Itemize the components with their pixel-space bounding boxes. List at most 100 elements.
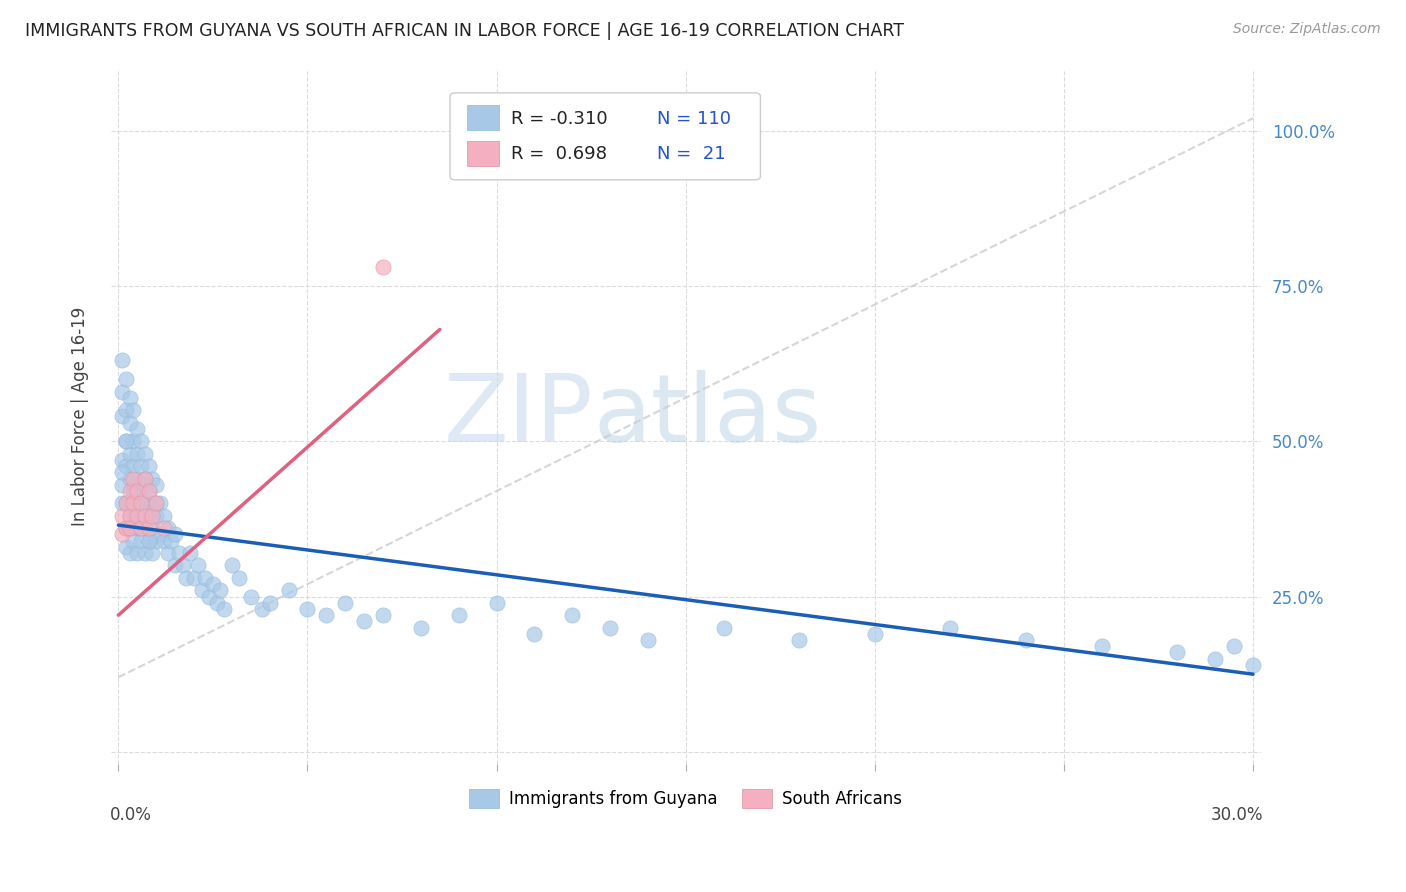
Point <box>127 546 149 560</box>
Point <box>118 508 141 523</box>
Point <box>787 633 810 648</box>
Point <box>485 596 508 610</box>
Point <box>277 583 299 598</box>
Text: IMMIGRANTS FROM GUYANA VS SOUTH AFRICAN IN LABOR FORCE | AGE 16-19 CORRELATION C: IMMIGRANTS FROM GUYANA VS SOUTH AFRICAN … <box>25 22 904 40</box>
Point <box>118 521 141 535</box>
Point <box>118 508 141 523</box>
Point <box>138 459 160 474</box>
Point <box>111 477 134 491</box>
Point <box>138 483 160 498</box>
Point <box>1204 651 1226 665</box>
Point <box>145 508 167 523</box>
Point <box>1015 633 1038 648</box>
Point <box>145 496 167 510</box>
Point <box>152 521 174 535</box>
Point <box>198 590 221 604</box>
Point <box>167 546 190 560</box>
Point <box>115 403 138 417</box>
Point <box>111 508 134 523</box>
Point <box>115 521 138 535</box>
Point <box>115 496 138 510</box>
Point <box>179 546 201 560</box>
Y-axis label: In Labor Force | Age 16-19: In Labor Force | Age 16-19 <box>72 307 89 526</box>
Point <box>134 546 156 560</box>
Point <box>118 483 141 498</box>
Point <box>297 602 319 616</box>
Point <box>122 496 145 510</box>
Point <box>138 508 160 523</box>
Point <box>129 521 152 535</box>
Point <box>122 434 145 449</box>
Point <box>194 571 217 585</box>
Point <box>145 477 167 491</box>
Bar <box>467 141 499 166</box>
Point <box>122 403 145 417</box>
Point <box>149 496 172 510</box>
Point <box>335 596 357 610</box>
Point <box>138 533 160 548</box>
Point <box>134 471 156 485</box>
Point <box>156 521 179 535</box>
Point <box>141 471 163 485</box>
Point <box>115 459 138 474</box>
Point <box>111 453 134 467</box>
Text: R =  0.698: R = 0.698 <box>510 145 607 163</box>
Point <box>447 608 470 623</box>
Point <box>141 496 163 510</box>
Point <box>122 483 145 498</box>
Point <box>138 483 160 498</box>
Point <box>190 583 212 598</box>
Point <box>1223 639 1246 653</box>
Point <box>111 384 134 399</box>
Point <box>115 540 138 554</box>
Point <box>939 621 962 635</box>
Point <box>115 434 138 449</box>
Point <box>115 496 138 510</box>
Bar <box>467 104 499 129</box>
Point <box>187 558 209 573</box>
Point <box>134 521 156 535</box>
Point <box>637 633 659 648</box>
Text: ZIP: ZIP <box>444 370 593 462</box>
Text: Source: ZipAtlas.com: Source: ZipAtlas.com <box>1233 22 1381 37</box>
Point <box>129 434 152 449</box>
Point <box>129 483 152 498</box>
Point <box>127 471 149 485</box>
Point <box>138 533 160 548</box>
Point <box>127 422 149 436</box>
Point <box>353 615 375 629</box>
Point <box>1091 639 1114 653</box>
Point <box>160 533 183 548</box>
Point <box>134 508 156 523</box>
Point <box>127 521 149 535</box>
Point <box>149 527 172 541</box>
Point <box>209 583 232 598</box>
Point <box>1241 657 1264 672</box>
Point <box>172 558 194 573</box>
Point <box>409 621 432 635</box>
Text: atlas: atlas <box>593 370 823 462</box>
Point <box>165 527 187 541</box>
Point <box>129 533 152 548</box>
Point <box>127 483 149 498</box>
Point <box>118 546 141 560</box>
Text: 0.0%: 0.0% <box>110 806 152 824</box>
Point <box>111 496 134 510</box>
Point <box>127 496 149 510</box>
Point <box>599 621 621 635</box>
Point <box>156 546 179 560</box>
Point <box>315 608 337 623</box>
Point <box>138 521 160 535</box>
Point <box>118 447 141 461</box>
Point <box>152 508 174 523</box>
Point <box>176 571 198 585</box>
Point <box>561 608 583 623</box>
Text: N =  21: N = 21 <box>657 145 725 163</box>
Text: 30.0%: 30.0% <box>1211 806 1263 824</box>
Point <box>134 471 156 485</box>
Point <box>118 521 141 535</box>
FancyBboxPatch shape <box>450 93 761 180</box>
Point <box>1166 645 1188 659</box>
Legend: Immigrants from Guyana, South Africans: Immigrants from Guyana, South Africans <box>463 782 910 815</box>
Point <box>165 558 187 573</box>
